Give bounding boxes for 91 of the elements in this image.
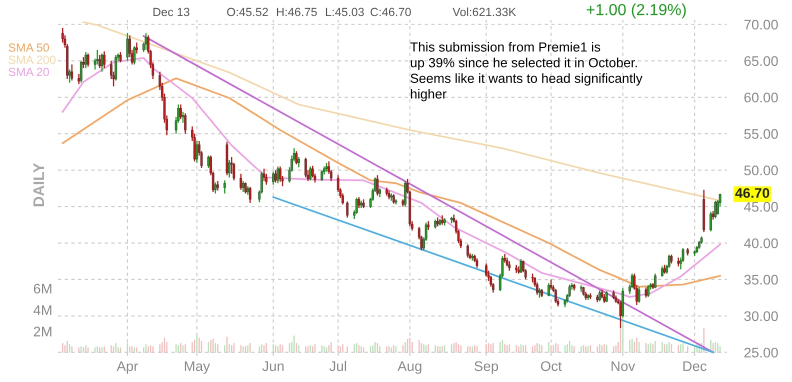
candlestick bbox=[70, 64, 74, 82]
candlestick bbox=[660, 266, 664, 278]
candlestick bbox=[84, 51, 87, 69]
candlestick bbox=[376, 174, 379, 196]
candlestick bbox=[638, 286, 640, 304]
candlestick bbox=[196, 140, 198, 164]
candlestick bbox=[298, 156, 300, 168]
x-tick-label: Apr bbox=[116, 361, 138, 374]
text: O:45.52 bbox=[227, 8, 268, 16]
candlestick bbox=[390, 192, 393, 202]
x-tick-label: Oct bbox=[540, 361, 562, 372]
y-tick-label: 40.00 bbox=[744, 238, 778, 248]
x-tick-label: Nov bbox=[612, 361, 636, 372]
candlestick bbox=[485, 262, 488, 278]
y2-tick-label: 4M bbox=[33, 305, 52, 315]
text: C:46.70 bbox=[370, 8, 411, 16]
y-tick-label: 65.00 bbox=[744, 56, 778, 66]
text: DAILY bbox=[33, 163, 44, 206]
candlestick bbox=[114, 54, 118, 82]
candlestick bbox=[100, 52, 104, 72]
candlestick bbox=[295, 150, 298, 165]
candlestick bbox=[272, 170, 274, 186]
y-tick-label: 50.00 bbox=[744, 165, 778, 176]
candlestick bbox=[311, 165, 314, 178]
y-tick-label: 30.00 bbox=[744, 311, 778, 322]
x-tick-label: Dec bbox=[683, 361, 707, 372]
candlestick bbox=[466, 244, 469, 258]
candlestick bbox=[441, 214, 444, 226]
candlestick bbox=[710, 211, 712, 232]
candlestick bbox=[714, 200, 717, 219]
candlestick bbox=[86, 52, 90, 68]
candlestick bbox=[103, 50, 106, 69]
x-tick-label: Aug bbox=[398, 361, 422, 374]
candlestick bbox=[248, 186, 252, 204]
candlestick bbox=[304, 157, 307, 178]
x-tick-label: Sep bbox=[474, 361, 498, 374]
candlestick bbox=[508, 260, 511, 272]
text: SMA 50 bbox=[8, 43, 49, 52]
candlestick bbox=[119, 51, 122, 63]
candlestick bbox=[476, 258, 478, 268]
candlestick bbox=[520, 258, 522, 274]
candlestick bbox=[240, 173, 242, 190]
candlestick bbox=[184, 112, 187, 134]
candlestick bbox=[548, 282, 550, 297]
candlestick bbox=[276, 166, 280, 184]
candlestick bbox=[404, 180, 406, 208]
candlestick bbox=[279, 166, 282, 182]
candlestick bbox=[80, 60, 82, 84]
candlestick bbox=[179, 104, 182, 120]
candlestick bbox=[320, 170, 324, 182]
text: H:46.75 bbox=[276, 8, 317, 16]
text: Vol:621.33K bbox=[452, 8, 516, 16]
candlestick bbox=[61, 27, 64, 44]
candlestick bbox=[538, 288, 541, 298]
x-tick-label: May bbox=[184, 361, 210, 374]
y-tick-label: 70.00 bbox=[744, 20, 778, 30]
candlestick bbox=[647, 284, 650, 298]
y-tick-label: 60.00 bbox=[744, 92, 778, 102]
text: L:45.03 bbox=[326, 8, 364, 16]
candlestick bbox=[126, 32, 129, 62]
y-tick-label: 35.00 bbox=[744, 274, 778, 285]
candlestick bbox=[644, 286, 648, 298]
candlestick bbox=[554, 288, 557, 304]
candlestick bbox=[216, 180, 219, 192]
y-tick-label: 45.00 bbox=[744, 202, 778, 212]
text: SMA 20 bbox=[8, 68, 49, 76]
text: SMA 200 bbox=[8, 56, 56, 64]
annotation: 46.70 bbox=[735, 188, 770, 198]
candlestick bbox=[96, 49, 99, 66]
candlestick bbox=[342, 192, 344, 206]
candlestick bbox=[309, 166, 312, 181]
candlestick bbox=[580, 284, 582, 292]
y-tick-label: 55.00 bbox=[744, 129, 778, 139]
candlestick bbox=[536, 282, 538, 296]
candlestick bbox=[605, 290, 608, 303]
text: Dec 13 bbox=[153, 8, 190, 16]
annotation: This submission from Premie1 is up 39% since he selected it in October. Seems like it wants to head significantly higher bbox=[410, 42, 642, 102]
candlestick bbox=[358, 196, 360, 209]
candlestick bbox=[346, 200, 349, 218]
y2-tick-label: 2M bbox=[34, 326, 52, 336]
text: +1.00 (2.19%) bbox=[586, 4, 686, 18]
candlestick bbox=[133, 46, 136, 66]
candlestick bbox=[654, 273, 656, 289]
x-tick-label: Jun bbox=[262, 361, 284, 372]
candlestick bbox=[144, 32, 148, 51]
y2-tick-label: 6M bbox=[34, 284, 52, 294]
candlestick bbox=[244, 182, 247, 194]
candlestick bbox=[392, 194, 395, 204]
y-tick-label: 25.00 bbox=[744, 348, 778, 358]
candlestick bbox=[223, 180, 226, 194]
x-tick-label: Jul bbox=[329, 360, 346, 372]
